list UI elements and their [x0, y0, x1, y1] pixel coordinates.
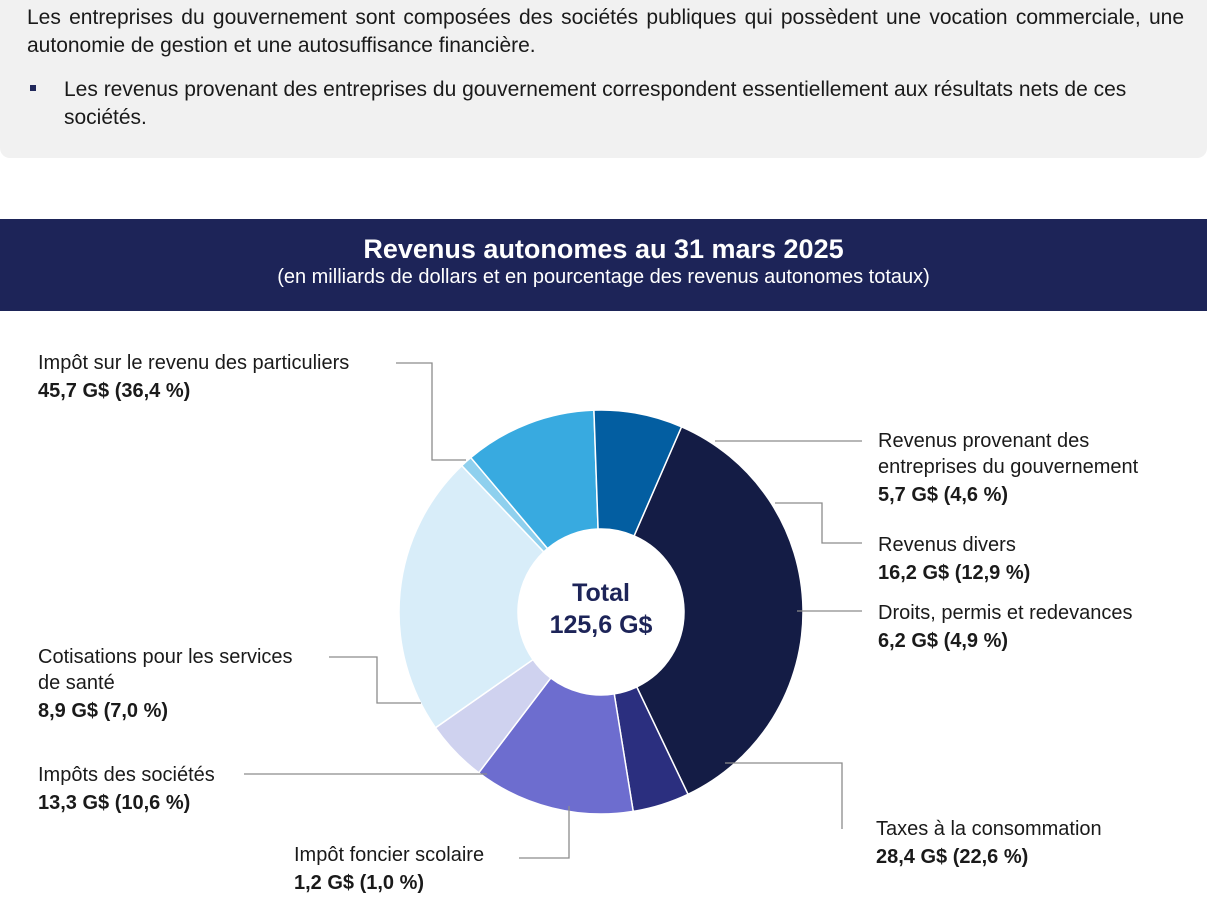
slice-value-0: 45,7 G$ (36,4 %) [38, 380, 190, 402]
intro-paragraph: Les entreprises du gouvernement sont com… [27, 6, 1184, 57]
slice-value-6: 13,3 G$ (10,6 %) [38, 792, 190, 814]
chart-banner: Revenus autonomes au 31 mars 2025 (en mi… [0, 219, 1207, 311]
leader-line-5 [519, 806, 570, 859]
intro-panel: Les entreprises du gouvernement sont com… [0, 0, 1207, 158]
pie-slice-4 [398, 464, 545, 729]
slice-label-5: Impôt foncier scolaire [294, 844, 484, 866]
slice-value-5: 1,2 G$ (1,0 %) [294, 872, 424, 894]
bullet-square-icon [30, 85, 36, 91]
leader-line-7 [329, 656, 421, 704]
leader-line-4 [725, 762, 843, 829]
slice-label-1: entreprises du gouvernement [878, 456, 1139, 478]
center-total-label: Total [572, 579, 630, 607]
leader-line-2 [775, 502, 862, 544]
pie-slice-2 [477, 677, 635, 815]
pie-slice-7 [593, 409, 683, 537]
slice-value-7: 8,9 G$ (7,0 %) [38, 700, 168, 722]
slice-label-3: Droits, permis et redevances [878, 602, 1133, 624]
slice-value-4: 28,4 G$ (22,6 %) [876, 846, 1028, 868]
slice-label-6: Impôts des sociétés [38, 764, 215, 786]
slice-label-7: de santé [38, 672, 115, 694]
leader-line-0 [396, 362, 466, 461]
pie-slice-0 [633, 425, 804, 796]
slice-value-2: 16,2 G$ (12,9 %) [878, 562, 1030, 584]
chart-subtitle: (en milliards de dollars et en pourcenta… [277, 266, 930, 288]
slice-label-1: Revenus provenant des [878, 430, 1089, 452]
center-total-value: 125,6 G$ [550, 611, 653, 639]
slice-value-3: 6,2 G$ (4,9 %) [878, 630, 1008, 652]
slice-label-0: Impôt sur le revenu des particuliers [38, 352, 349, 374]
chart-title: Revenus autonomes au 31 mars 2025 [363, 234, 844, 264]
intro-bullet-text: Les revenus provenant des entreprises du… [64, 78, 1127, 129]
slice-label-7: Cotisations pour les services [38, 646, 293, 668]
slice-label-2: Revenus divers [878, 534, 1016, 556]
slice-label-4: Taxes à la consommation [876, 818, 1102, 840]
slice-value-1: 5,7 G$ (4,6 %) [878, 484, 1008, 506]
